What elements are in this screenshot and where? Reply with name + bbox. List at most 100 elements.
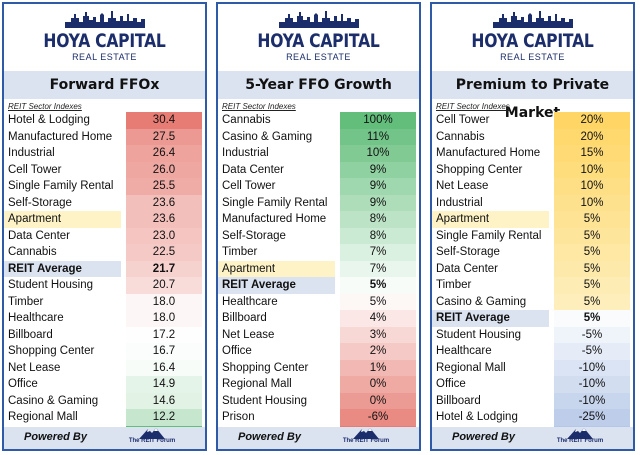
city-skyline-icon bbox=[278, 11, 359, 28]
sector-name: Billboard bbox=[222, 312, 267, 324]
sector-name: Self-Storage bbox=[222, 229, 286, 242]
sector-name: Regional Mall bbox=[8, 411, 78, 423]
sector-value: 5% bbox=[554, 260, 630, 277]
sector-value: 5% bbox=[340, 293, 416, 310]
table-row: REIT Average 5% bbox=[432, 310, 633, 327]
footer: Powered By The REIT Forum bbox=[432, 427, 633, 449]
sector-value: -10% bbox=[554, 376, 630, 393]
table-row: Cell Tower 9% bbox=[218, 178, 419, 195]
powered-by-label: Powered By bbox=[452, 431, 515, 443]
sector-value: 4% bbox=[340, 310, 416, 327]
sector-name: Self-Storage bbox=[436, 246, 500, 258]
sector-value: 11% bbox=[340, 128, 416, 145]
sector-value: 15% bbox=[554, 145, 630, 162]
table-row: Hotel & Lodging 30.4 bbox=[4, 112, 205, 129]
sector-name: Student Housing bbox=[222, 394, 308, 407]
sector-name: Casino & Gaming bbox=[8, 394, 99, 407]
table-row: Office 14.9 bbox=[4, 376, 205, 393]
table-row: Billboard 17.2 bbox=[4, 326, 205, 343]
sector-value: 16.4 bbox=[126, 359, 202, 376]
table-row: Industrial 10% bbox=[218, 145, 419, 162]
sector-name: Billboard bbox=[8, 328, 53, 341]
sector-table: Hotel & Lodging 30.4 Manufactured Home 27.5… bbox=[4, 112, 205, 442]
table-row: Apartment 5% bbox=[432, 211, 633, 228]
panel-title: 5-Year FFO Growth bbox=[218, 71, 419, 99]
sector-value: 26.0 bbox=[126, 161, 202, 178]
sector-value: 27.5 bbox=[126, 128, 202, 145]
sector-name: Cannabis bbox=[222, 114, 271, 126]
sector-value: 25.5 bbox=[126, 178, 202, 195]
sector-value: 5% bbox=[554, 227, 630, 244]
sector-name: Billboard bbox=[436, 394, 481, 407]
table-row: Apartment 7% bbox=[218, 260, 419, 277]
sector-value: 2% bbox=[340, 343, 416, 360]
footer: Powered By The REIT Forum bbox=[4, 427, 205, 449]
footer: Powered By The REIT Forum bbox=[218, 427, 419, 449]
table-row: Casino & Gaming 14.6 bbox=[4, 392, 205, 409]
city-skyline-icon bbox=[492, 11, 573, 28]
sector-value: 14.6 bbox=[126, 392, 202, 409]
sector-table: Cell Tower 20% Cannabis 20% Manufactured Hom… bbox=[432, 112, 633, 442]
sector-value: 10% bbox=[340, 145, 416, 162]
mountain-icon bbox=[353, 428, 379, 439]
sector-value: 10% bbox=[554, 161, 630, 178]
sector-name: Timber bbox=[436, 279, 472, 291]
powered-by-label: Powered By bbox=[24, 431, 87, 443]
sector-value: 21.7 bbox=[126, 260, 202, 277]
sector-name: Shopping Center bbox=[436, 163, 523, 176]
panel-2: HOYA CAPITAL REAL ESTATE Premium to Privat… bbox=[430, 2, 635, 451]
sector-value: 5% bbox=[554, 310, 630, 327]
table-row: Self-Storage 5% bbox=[432, 244, 633, 261]
sector-name: Self-Storage bbox=[8, 196, 72, 209]
table-row: Healthcare 18.0 bbox=[4, 310, 205, 327]
sector-value: 8% bbox=[340, 211, 416, 228]
sector-name: REIT Average bbox=[218, 277, 335, 294]
table-row: Shopping Center 10% bbox=[432, 161, 633, 178]
sector-value: 23.6 bbox=[126, 194, 202, 211]
table-row: Manufactured Home 15% bbox=[432, 145, 633, 162]
sector-value: -25% bbox=[554, 409, 630, 426]
sector-name: REIT Average bbox=[4, 260, 121, 277]
sector-name: Single Family Rental bbox=[436, 229, 542, 242]
sector-name: Single Family Rental bbox=[8, 180, 114, 192]
table-row: Hotel & Lodging -25% bbox=[432, 409, 633, 426]
table-row: Manufactured Home 8% bbox=[218, 211, 419, 228]
sector-value: -10% bbox=[554, 359, 630, 376]
table-row: Industrial 10% bbox=[432, 194, 633, 211]
table-row: Timber 18.0 bbox=[4, 293, 205, 310]
sector-value: 9% bbox=[340, 161, 416, 178]
sector-name: Data Center bbox=[436, 262, 499, 275]
sector-name: Apartment bbox=[4, 211, 121, 228]
sector-value: 12.2 bbox=[126, 409, 202, 426]
sector-indexes-label: REIT Sector Indexes bbox=[436, 102, 510, 111]
sector-value: 5% bbox=[554, 277, 630, 294]
table-row: Student Housing 20.7 bbox=[4, 277, 205, 294]
table-row: Student Housing -5% bbox=[432, 326, 633, 343]
sector-name: Office bbox=[436, 378, 466, 390]
brand-sub: REAL ESTATE bbox=[500, 52, 565, 62]
brand-name: HOYA CAPITAL bbox=[43, 30, 166, 52]
sector-value: 23.0 bbox=[126, 227, 202, 244]
sector-value: 9% bbox=[340, 178, 416, 195]
brand-sub: REAL ESTATE bbox=[286, 52, 351, 62]
sector-name: Student Housing bbox=[436, 328, 522, 341]
sector-name: Timber bbox=[8, 295, 44, 308]
sector-value: 14.9 bbox=[126, 376, 202, 393]
sector-value: 20% bbox=[554, 112, 630, 129]
sector-value: 20.7 bbox=[126, 277, 202, 294]
sector-name: Net Lease bbox=[222, 328, 275, 341]
sector-value: 9% bbox=[340, 194, 416, 211]
hoya-capital-logo: HOYA CAPITAL REAL ESTATE bbox=[4, 6, 205, 68]
table-row: Single Family Rental 9% bbox=[218, 194, 419, 211]
sector-value: -5% bbox=[554, 326, 630, 343]
sector-name: Industrial bbox=[436, 196, 483, 209]
table-row: Office 2% bbox=[218, 343, 419, 360]
sector-name: Cell Tower bbox=[222, 180, 276, 192]
table-row: Timber 5% bbox=[432, 277, 633, 294]
sector-name: Net Lease bbox=[436, 180, 489, 192]
sector-value: 23.6 bbox=[126, 211, 202, 228]
table-row: Self-Storage 8% bbox=[218, 227, 419, 244]
sector-name: Cell Tower bbox=[8, 163, 62, 176]
sector-value: 26.4 bbox=[126, 145, 202, 162]
table-row: Healthcare 5% bbox=[218, 293, 419, 310]
